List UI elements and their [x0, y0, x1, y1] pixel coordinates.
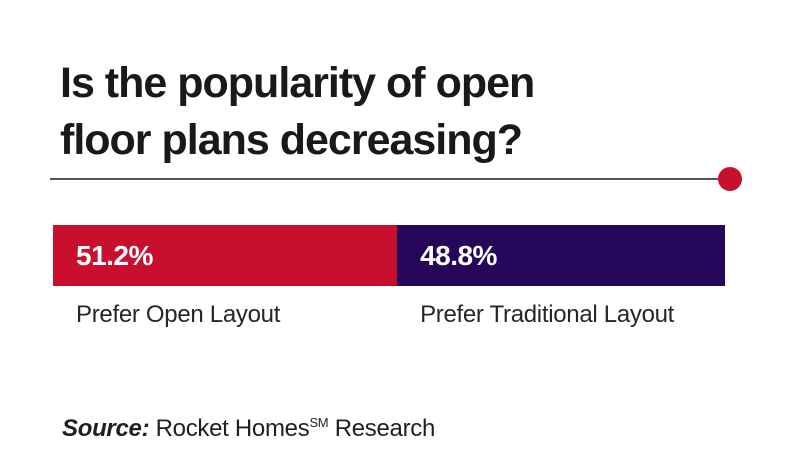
source-line: Source: Rocket HomesSM Research: [62, 415, 435, 443]
bar-segment-traditional-layout: 48.8%: [397, 225, 725, 286]
category-label-traditional-layout: Prefer Traditional Layout: [420, 301, 675, 328]
category-label-open-layout: Prefer Open Layout: [76, 301, 281, 328]
page-title: Is the popularity of open floor plans de…: [60, 55, 535, 169]
page-title-line-2: floor plans decreasing?: [60, 115, 523, 164]
bar-category-labels: Prefer Open Layout Prefer Traditional La…: [53, 301, 725, 329]
divider: [50, 167, 742, 191]
source-brand: Rocket Homes: [155, 415, 310, 442]
page-title-line-1: Is the popularity of open: [60, 58, 535, 107]
source-servicemark: SM: [309, 415, 329, 430]
source-label: Source:: [62, 415, 150, 442]
divider-dot-icon: [718, 167, 742, 191]
value-label-traditional-layout: 48.8%: [420, 239, 497, 271]
stacked-bar-chart: 51.2% 48.8%: [53, 225, 725, 286]
divider-line: [50, 178, 728, 180]
source-suffix: Research: [334, 415, 436, 442]
bar-segment-open-layout: 51.2%: [53, 225, 398, 286]
value-label-open-layout: 51.2%: [76, 239, 153, 271]
